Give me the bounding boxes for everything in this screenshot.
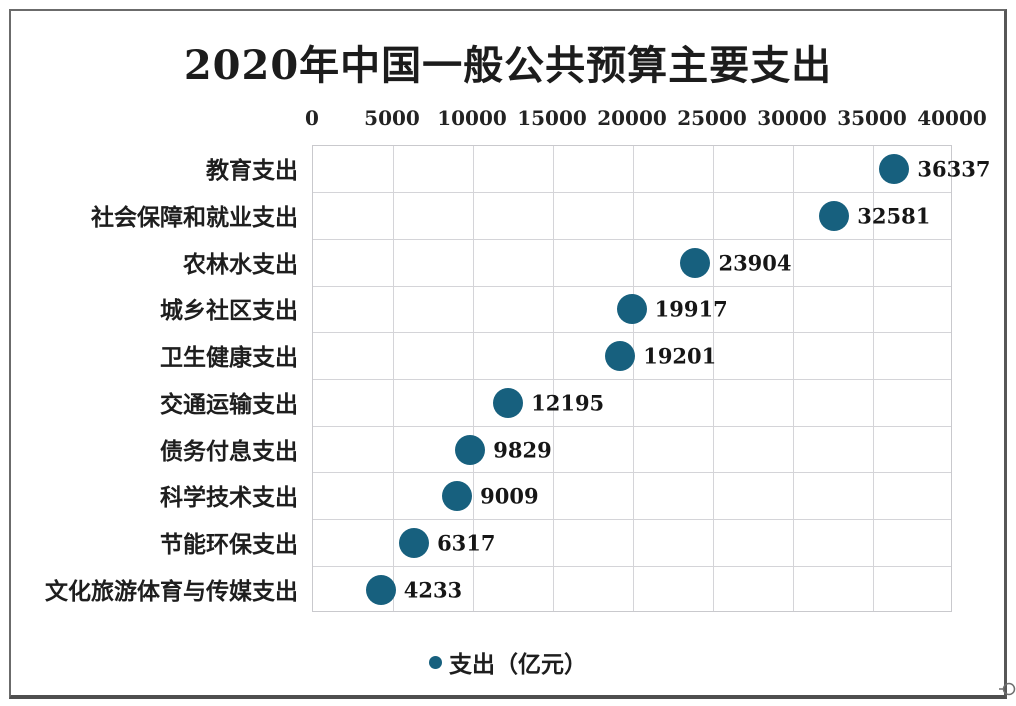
vertical-gridline [552, 146, 554, 611]
legend-marker-circle-icon [429, 655, 442, 669]
data-point-value-label: 36337 [917, 156, 991, 182]
data-point-marker [365, 574, 396, 605]
vertical-gridline [872, 146, 874, 611]
horizontal-gridline [313, 519, 951, 521]
category-label: 文化旅游体育与传媒支出 [45, 577, 298, 605]
horizontal-gridline [313, 332, 951, 334]
plot-area: 36337 32581 23904 19917 19201 12195 9829 9009 63… [312, 145, 990, 612]
data-point-marker [616, 294, 647, 325]
category-label: 交通运输支出 [160, 390, 298, 418]
category-label: 城乡社区支出 [160, 297, 298, 325]
data-point-marker [879, 154, 910, 185]
category-label: 卫生健康支出 [160, 344, 298, 372]
x-tick-label: 25000 [677, 106, 747, 130]
data-point-value-label: 19917 [654, 296, 728, 322]
x-tick-label: 30000 [757, 106, 827, 130]
vertical-gridline [632, 146, 634, 611]
category-label: 社会保障和就业支出 [91, 204, 298, 232]
x-tick-label: 40000 [917, 106, 987, 130]
data-point-marker [605, 341, 636, 372]
horizontal-gridline [313, 379, 951, 380]
legend: 支出（亿元） [0, 646, 1016, 678]
data-point-value-label: 9829 [493, 437, 552, 463]
category-label: 节能环保支出 [160, 530, 298, 558]
vertical-gridline [792, 146, 794, 611]
data-point-value-label: 32581 [857, 203, 931, 229]
data-point-marker [819, 201, 850, 232]
data-point-value-label: 12195 [531, 390, 605, 416]
horizontal-gridline [313, 565, 951, 567]
horizontal-gridline [313, 238, 951, 240]
data-point-marker [493, 387, 524, 418]
vertical-gridline [712, 146, 714, 611]
data-point-value-label: 19201 [643, 343, 717, 369]
x-tick-label: 15000 [517, 106, 587, 130]
data-point-marker [455, 434, 486, 465]
x-tick-label: 0 [305, 106, 319, 130]
category-label: 农林水支出 [183, 250, 298, 278]
data-point-marker [442, 481, 473, 512]
horizontal-gridline [313, 285, 951, 287]
vertical-gridline [392, 146, 394, 611]
horizontal-gridline [313, 192, 951, 194]
category-label: 教育支出 [206, 157, 298, 185]
data-point-marker [399, 527, 430, 558]
x-tick-label: 35000 [837, 106, 907, 130]
x-axis: 0 5000 10000 15000 20000 25000 30000 35000 40000 [0, 104, 1016, 132]
data-point-value-label: 23904 [718, 250, 792, 276]
horizontal-gridline [313, 425, 951, 427]
vertical-gridline [472, 146, 474, 611]
data-point-value-label: 9009 [480, 483, 539, 509]
data-point-marker [680, 247, 711, 278]
data-point-value-label: 4233 [403, 577, 463, 603]
x-tick-label: 10000 [437, 106, 507, 130]
horizontal-gridline [313, 472, 951, 474]
category-label: 科学技术支出 [160, 484, 298, 512]
corner-artifact-icon [999, 681, 1016, 698]
y-axis-category-labels: 教育支出社会保障和就业支出农林水支出城乡社区支出 卫生健康支出 交通运输支出 债务付息… [0, 145, 300, 612]
category-label: 债务付息支出 [160, 437, 298, 465]
x-tick-label: 5000 [364, 106, 420, 130]
x-tick-label: 20000 [597, 106, 667, 130]
data-point-value-label: 6317 [437, 530, 496, 556]
chart-title: 2020年中国一般公共预算主要支出 [183, 42, 833, 89]
legend-label: 支出（亿元） [449, 651, 587, 678]
